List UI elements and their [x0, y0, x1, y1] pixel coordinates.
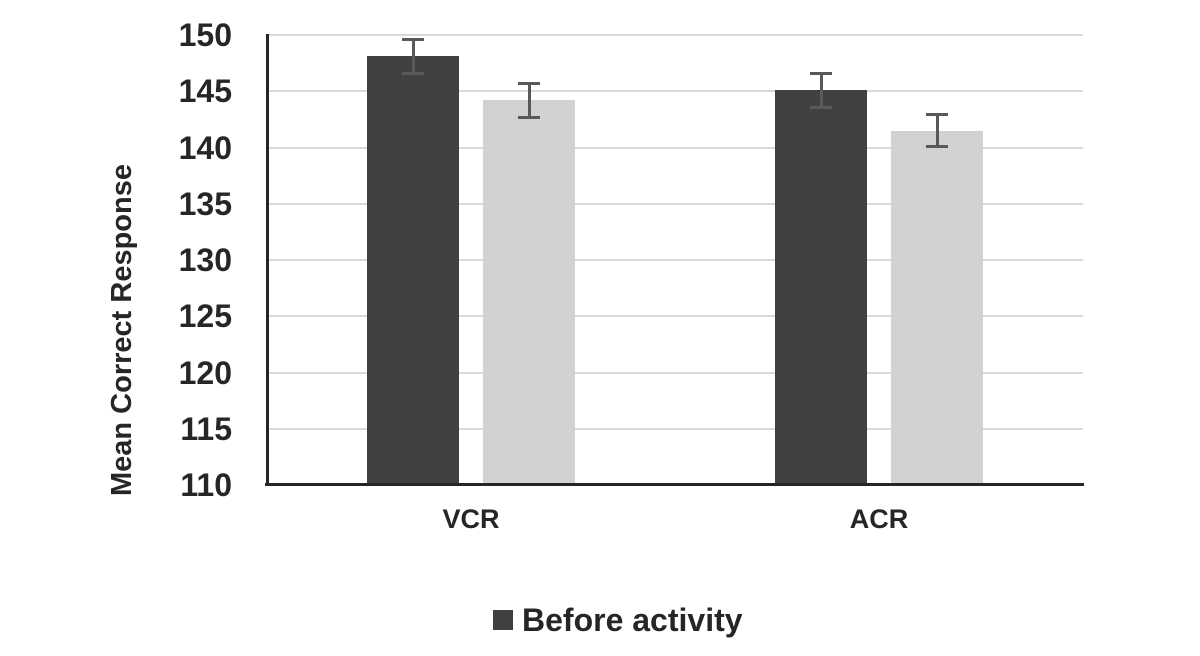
- bar-vcr-before: [367, 56, 459, 485]
- gridline-140: [267, 146, 1083, 149]
- y-tick-label-115: 115: [180, 410, 232, 447]
- y-tick-label-125: 125: [178, 298, 232, 335]
- error-bar-cap-bottom-acr-before: [810, 105, 832, 109]
- y-tick-label-145: 145: [178, 73, 232, 110]
- gridline-145: [267, 90, 1083, 93]
- y-tick-label-110: 110: [180, 467, 232, 503]
- gridline-115: [267, 427, 1083, 430]
- error-bar-cap-bottom-vcr-series2: [518, 115, 540, 119]
- error-bar-stem-acr-before: [819, 73, 823, 107]
- legend: Before activity: [493, 602, 743, 638]
- gridline-135: [267, 202, 1083, 205]
- x-label-acr: ACR: [849, 504, 909, 534]
- y-axis-line: [266, 34, 269, 486]
- gridline-130: [267, 259, 1083, 261]
- error-bar-cap-bottom-vcr-before: [402, 71, 424, 75]
- gridline-120: [267, 371, 1083, 374]
- plot-area: [267, 34, 1083, 486]
- error-bar-stem-vcr-series2: [527, 83, 531, 118]
- bar-acr-before: [775, 90, 867, 485]
- gridline-125: [267, 315, 1083, 318]
- error-bar-cap-top-acr-series2: [926, 113, 948, 117]
- x-axis-line: [265, 483, 1084, 486]
- y-tick-label-120: 120: [178, 354, 232, 391]
- error-bar-cap-bottom-acr-series2: [926, 144, 948, 148]
- gridline-150: [267, 34, 1083, 36]
- error-bar-cap-top-acr-before: [810, 71, 832, 75]
- y-tick-label-140: 140: [178, 129, 232, 166]
- error-bar-cap-top-vcr-series2: [518, 81, 540, 85]
- y-tick-label-130: 130: [178, 242, 232, 278]
- error-bar-stem-vcr-before: [411, 39, 415, 74]
- x-label-vcr: VCR: [442, 504, 500, 534]
- legend-label: Before activity: [522, 602, 743, 638]
- error-bar-stem-acr-series2: [935, 114, 939, 147]
- y-tick-label-135: 135: [178, 185, 232, 222]
- bar-vcr-series2: [483, 100, 575, 485]
- bar-acr-series2: [891, 130, 983, 485]
- y-tick-label-150: 150: [178, 17, 232, 53]
- legend-swatch: [493, 610, 513, 630]
- error-bar-cap-top-vcr-before: [402, 38, 424, 41]
